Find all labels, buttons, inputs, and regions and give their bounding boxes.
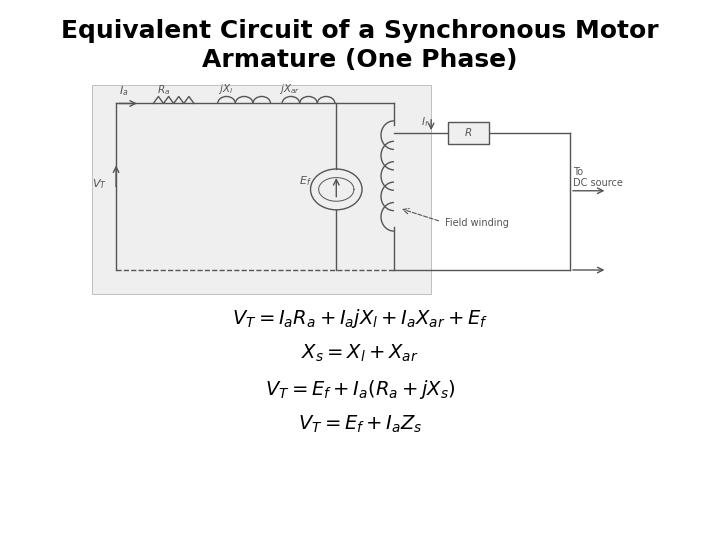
Text: $V_{T} = E_{f} + I_{a}(R_{a} + jX_{s})$: $V_{T} = E_{f} + I_{a}(R_{a} + jX_{s})$ <box>264 378 456 401</box>
Text: $jX_{ar}$: $jX_{ar}$ <box>279 82 300 96</box>
Text: $jX_l$: $jX_l$ <box>217 82 233 96</box>
Text: Field winding: Field winding <box>445 218 508 228</box>
Bar <box>448 122 489 144</box>
Text: Equivalent Circuit of a Synchronous Motor: Equivalent Circuit of a Synchronous Moto… <box>61 19 659 43</box>
Text: $R_a$: $R_a$ <box>157 83 170 97</box>
Text: To
DC source: To DC source <box>573 166 624 188</box>
Bar <box>92 85 431 294</box>
Text: $I_f$: $I_f$ <box>421 115 430 129</box>
Text: Armature (One Phase): Armature (One Phase) <box>202 49 518 72</box>
Text: $V_{T} = E_{f} + I_{a}Z_{s}$: $V_{T} = E_{f} + I_{a}Z_{s}$ <box>297 414 423 435</box>
Text: $E_f$: $E_f$ <box>299 174 312 188</box>
Text: $X_{s} = X_{l} + X_{ar}$: $X_{s} = X_{l} + X_{ar}$ <box>301 342 419 364</box>
Text: $I_a$: $I_a$ <box>120 84 129 98</box>
Text: R: R <box>465 128 472 138</box>
Text: $V_{T} = I_{a}R_{a} + I_{a}jX_{l} + I_{a}X_{ar} + E_{f}$: $V_{T} = I_{a}R_{a} + I_{a}jX_{l} + I_{a… <box>232 307 488 330</box>
Text: $V_T$: $V_T$ <box>92 177 107 191</box>
